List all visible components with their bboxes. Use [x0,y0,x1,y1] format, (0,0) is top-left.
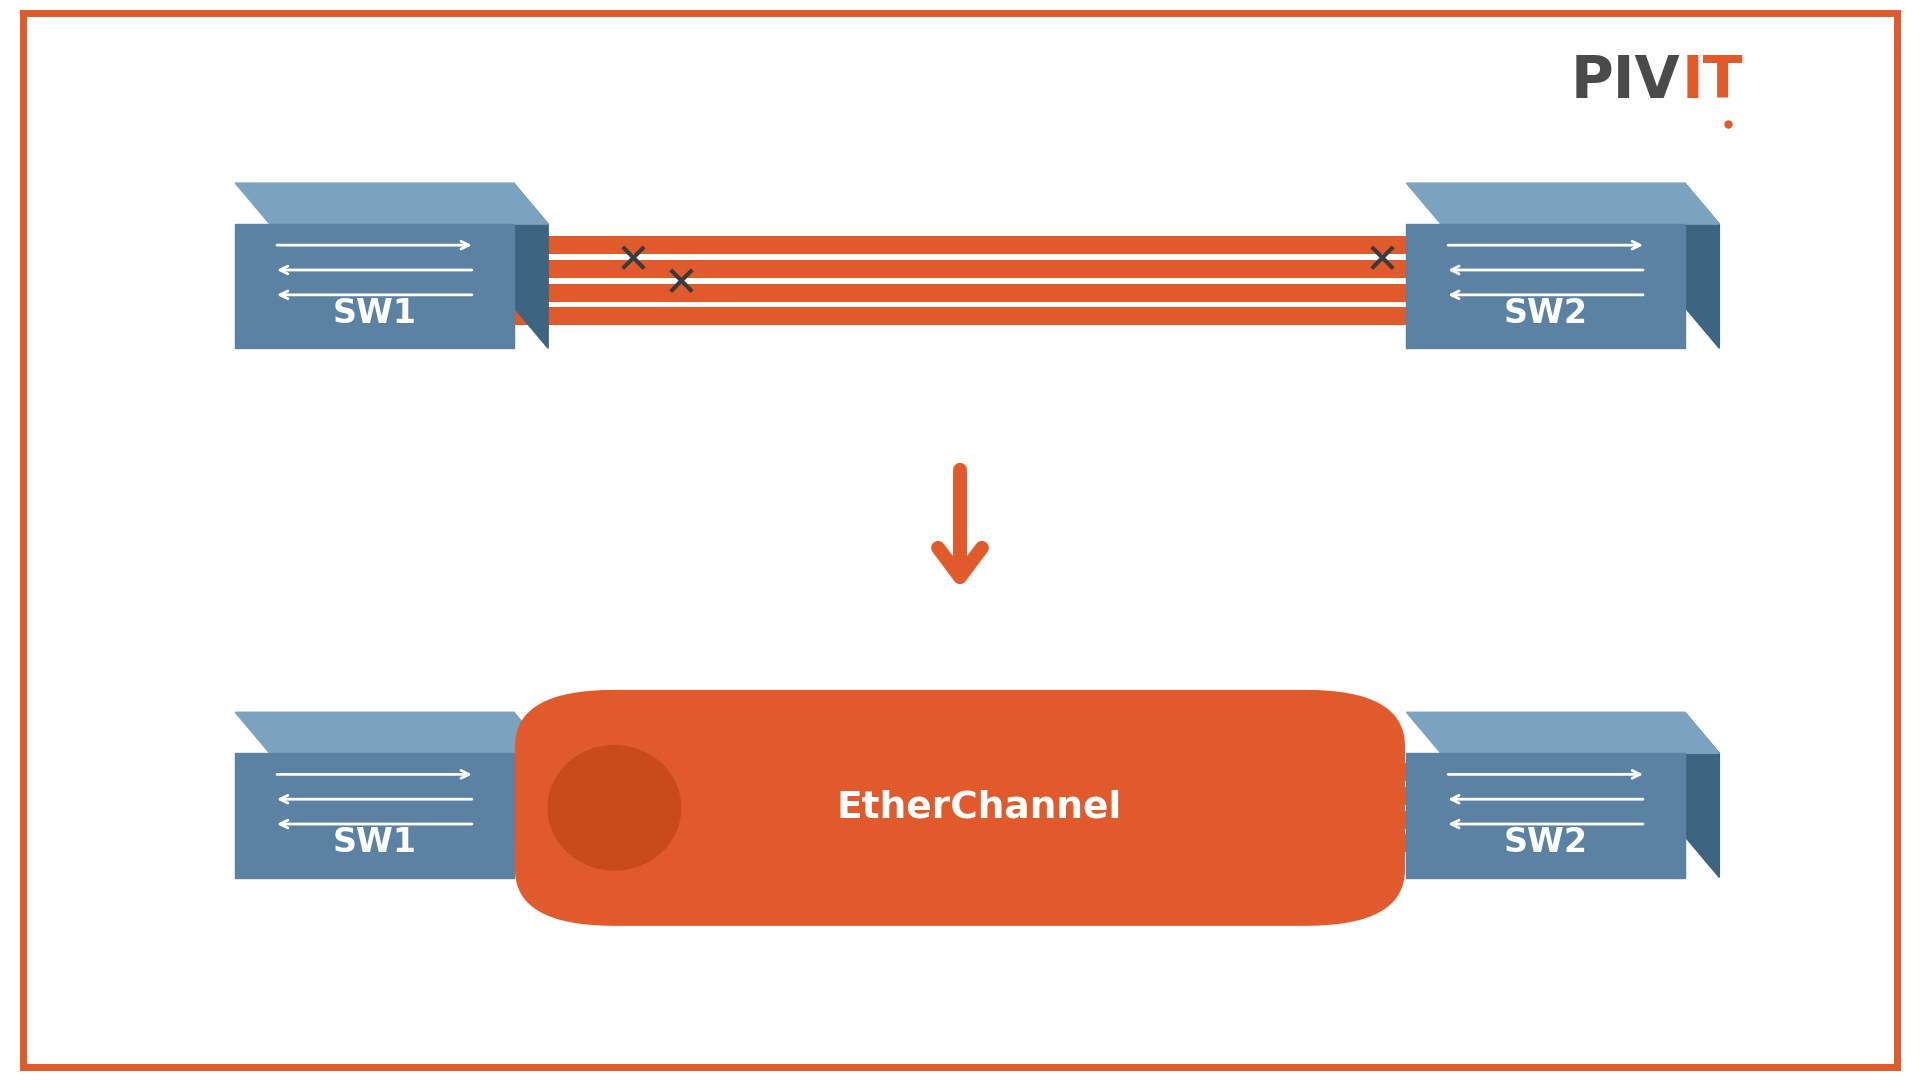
Polygon shape [236,225,515,348]
Polygon shape [1405,225,1686,348]
Text: SW2: SW2 [1503,826,1588,859]
Text: ✕: ✕ [664,264,699,305]
Text: IT: IT [1682,53,1743,109]
Polygon shape [515,713,549,877]
Polygon shape [236,713,549,754]
FancyBboxPatch shape [515,690,1405,926]
Polygon shape [1405,713,1720,754]
Text: SW2: SW2 [1503,297,1588,329]
Polygon shape [1686,183,1720,348]
Polygon shape [1405,754,1686,877]
Text: SW1: SW1 [332,297,417,329]
Polygon shape [236,183,549,225]
Polygon shape [236,754,515,877]
Polygon shape [1405,183,1720,225]
Text: PIV: PIV [1571,53,1680,109]
Ellipse shape [549,745,680,870]
Text: ✕: ✕ [1365,241,1400,282]
Polygon shape [1686,713,1720,877]
Text: EtherChannel: EtherChannel [837,789,1121,826]
Text: PIVIT: PIVIT [1509,53,1680,109]
Text: SW1: SW1 [332,826,417,859]
Text: ✕: ✕ [616,241,651,282]
Polygon shape [515,183,549,348]
